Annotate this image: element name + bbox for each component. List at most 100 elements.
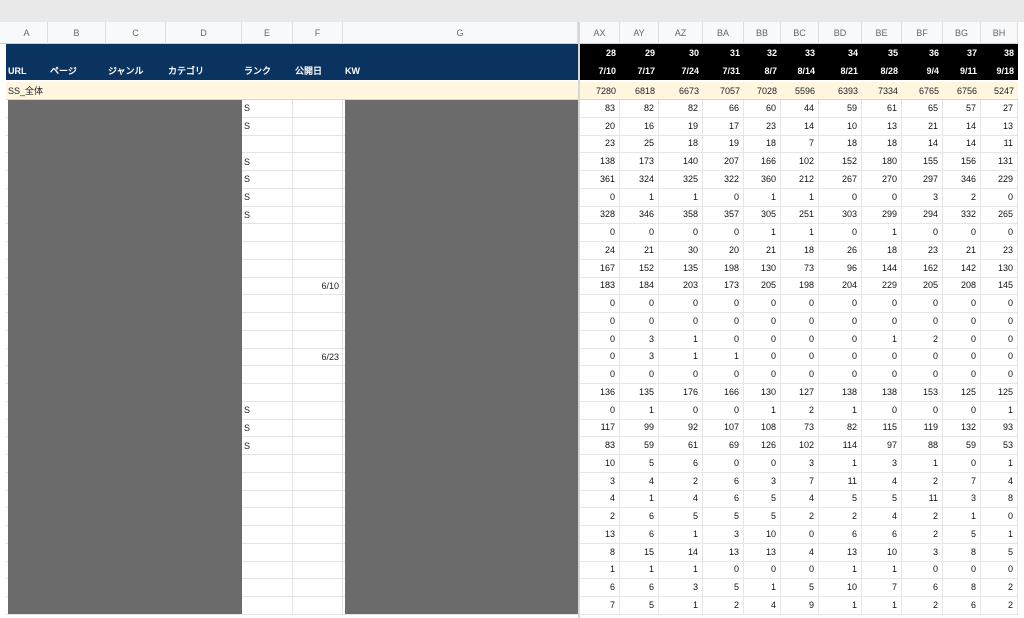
value-cell: 3 xyxy=(862,455,902,473)
value-cell: 140 xyxy=(659,153,703,171)
rank-cell: S xyxy=(244,103,251,114)
value-cell: 0 xyxy=(862,348,902,367)
value-cell: 0 xyxy=(781,561,819,580)
value-cell: 0 xyxy=(659,401,703,420)
value-cell: 5 xyxy=(781,579,819,597)
published-cell: 6/23 xyxy=(321,351,339,362)
value-cell: 8 xyxy=(943,579,981,597)
value-cell: 20 xyxy=(580,117,620,136)
value-cell: 0 xyxy=(862,295,902,313)
cell xyxy=(242,295,293,313)
value-cell: 358 xyxy=(659,206,703,225)
value-cell: 3 xyxy=(943,490,981,509)
value-cell: 0 xyxy=(981,188,1018,207)
cell xyxy=(293,561,343,580)
value-cell: 21 xyxy=(620,242,659,260)
header-left xyxy=(6,44,578,80)
cell xyxy=(242,313,293,331)
value-cell: 3 xyxy=(620,348,659,367)
value-cell: 0 xyxy=(620,313,659,331)
week-date: 9/4 xyxy=(926,65,939,76)
value-cell: 2 xyxy=(902,330,943,349)
week-number: 37 xyxy=(966,47,977,58)
value-cell: 1 xyxy=(580,561,620,580)
total-row-right xyxy=(580,82,1018,100)
cell xyxy=(242,437,293,455)
value-cell: 4 xyxy=(781,490,819,509)
value-cell: 8 xyxy=(943,543,981,562)
value-cell: 0 xyxy=(943,455,981,473)
cell xyxy=(293,366,343,384)
week-number: 35 xyxy=(887,47,898,58)
value-cell: 132 xyxy=(943,419,981,438)
value-cell: 108 xyxy=(744,419,781,438)
cell xyxy=(242,579,293,597)
value-cell: 0 xyxy=(902,313,943,331)
value-cell: 322 xyxy=(703,171,744,189)
value-cell: 2 xyxy=(981,597,1018,615)
value-cell: 125 xyxy=(943,384,981,402)
value-cell: 155 xyxy=(902,153,943,171)
value-cell: 13 xyxy=(703,543,744,562)
value-cell: 13 xyxy=(819,543,862,562)
cell xyxy=(242,490,293,509)
cell xyxy=(293,508,343,526)
cell xyxy=(293,419,343,438)
cell xyxy=(242,135,293,154)
value-cell: 14 xyxy=(943,135,981,154)
value-cell: 1 xyxy=(981,526,1018,544)
value-cell: 61 xyxy=(659,437,703,455)
value-cell: 0 xyxy=(703,313,744,331)
header-label: KW xyxy=(345,65,360,76)
value-cell: 1 xyxy=(981,401,1018,420)
value-cell: 0 xyxy=(781,526,819,544)
column-letter: E xyxy=(242,22,293,44)
cell xyxy=(242,508,293,526)
value-cell: 0 xyxy=(703,188,744,207)
value-cell: 204 xyxy=(819,277,862,296)
value-cell: 0 xyxy=(781,348,819,367)
value-cell: 183 xyxy=(580,277,620,296)
column-letter: BC xyxy=(781,22,819,44)
value-cell: 25 xyxy=(620,135,659,154)
cell xyxy=(293,455,343,473)
value-cell: 0 xyxy=(902,348,943,367)
week-number: 34 xyxy=(847,47,858,58)
value-cell: 0 xyxy=(902,224,943,242)
published-cell: 6/10 xyxy=(321,280,339,291)
cell xyxy=(242,526,293,544)
cell xyxy=(293,153,343,171)
value-cell: 93 xyxy=(981,419,1018,438)
rank-cell: S xyxy=(244,440,251,451)
value-cell: 0 xyxy=(819,348,862,367)
value-cell: 10 xyxy=(862,543,902,562)
value-cell: 6 xyxy=(620,526,659,544)
value-cell: 5 xyxy=(703,579,744,597)
value-cell: 8 xyxy=(981,490,1018,509)
value-cell: 10 xyxy=(819,579,862,597)
value-cell: 212 xyxy=(781,171,819,189)
value-cell: 1 xyxy=(902,455,943,473)
value-cell: 2 xyxy=(981,579,1018,597)
value-cell: 13 xyxy=(862,117,902,136)
value-cell: 0 xyxy=(943,348,981,367)
value-cell: 0 xyxy=(744,295,781,313)
value-cell: 73 xyxy=(781,259,819,278)
cell xyxy=(242,330,293,349)
value-cell: 1 xyxy=(620,561,659,580)
value-cell: 346 xyxy=(620,206,659,225)
value-cell: 0 xyxy=(943,561,981,580)
value-cell: 2 xyxy=(902,472,943,491)
value-cell: 135 xyxy=(620,384,659,402)
week-date: 9/11 xyxy=(959,65,977,76)
value-cell: 18 xyxy=(781,242,819,260)
value-cell: 82 xyxy=(819,419,862,438)
value-cell: 0 xyxy=(620,366,659,384)
value-cell: 114 xyxy=(819,437,862,455)
value-cell: 4 xyxy=(744,597,781,615)
cell xyxy=(293,242,343,260)
value-cell: 23 xyxy=(580,135,620,154)
value-cell: 1 xyxy=(659,561,703,580)
value-cell: 2 xyxy=(943,188,981,207)
